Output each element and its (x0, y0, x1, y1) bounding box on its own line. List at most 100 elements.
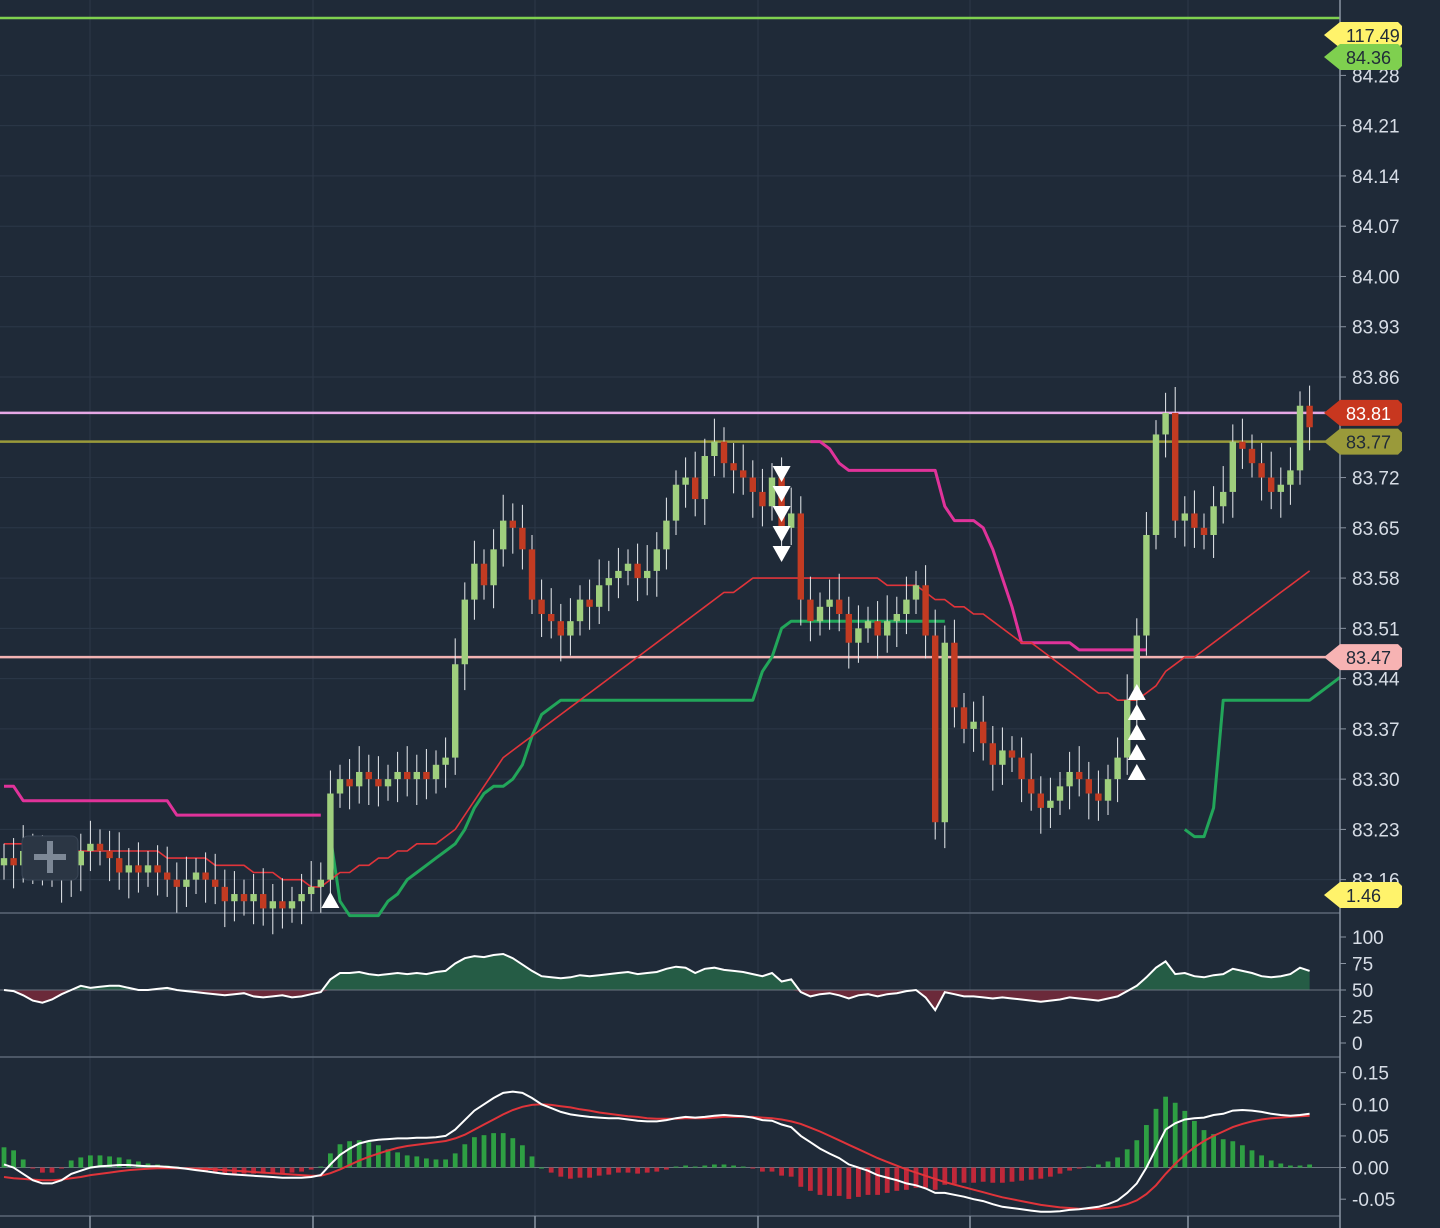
candle-up (442, 757, 449, 765)
price-tag-label: 83.81 (1346, 404, 1391, 424)
macd-hist-up (1288, 1165, 1293, 1168)
macd-hist-up (712, 1164, 717, 1168)
candle-up (701, 456, 708, 500)
price-tag (1324, 22, 1402, 48)
price-tick-label: 83.72 (1352, 469, 1400, 490)
macd-hist-up (1182, 1110, 1188, 1168)
macd-hist-up (702, 1165, 708, 1168)
candle-up (1114, 757, 1121, 780)
macd-hist-down (769, 1167, 775, 1172)
macd-hist-down (846, 1167, 852, 1199)
candle-down (1037, 793, 1044, 808)
macd-hist-up (500, 1133, 506, 1168)
candle-down (634, 563, 641, 579)
macd-panel (0, 1090, 1340, 1213)
add-button[interactable] (21, 835, 79, 881)
macd-hist-up (1144, 1125, 1149, 1168)
candle-down (423, 771, 430, 780)
macd-hist-down (808, 1167, 813, 1191)
macd-hist-up (673, 1166, 679, 1168)
candle-up (1162, 412, 1169, 435)
macd-hist-down (952, 1167, 957, 1184)
macd-hist-up (1240, 1145, 1245, 1168)
candle-down (346, 779, 353, 787)
macd-hist-down (1067, 1167, 1072, 1171)
macd-hist-down (625, 1167, 631, 1173)
candle-up (1152, 434, 1160, 535)
candle-down (1018, 757, 1025, 780)
macd-hist-down (779, 1167, 784, 1176)
macd-hist-up (1211, 1134, 1216, 1168)
candle-down (202, 872, 209, 880)
price-tag (1324, 644, 1402, 671)
macd-hist-down (827, 1167, 832, 1196)
macd-hist-up (318, 1166, 324, 1168)
macd-hist-down (904, 1167, 909, 1190)
price-tick-label: 84.21 (1352, 117, 1400, 138)
macd-hist-down (760, 1167, 765, 1172)
price-tick-label: 83.37 (1352, 720, 1400, 741)
candle-up (452, 664, 459, 758)
candle-down (509, 520, 516, 528)
buy-signal-arrow (1127, 764, 1146, 780)
candle-up (471, 563, 478, 600)
sell-signal-arrow (772, 526, 791, 542)
macd-hist-up (1134, 1140, 1140, 1168)
macd-hist-up (452, 1153, 458, 1168)
macd-hist-down (49, 1167, 55, 1173)
macd-hist-up (136, 1161, 141, 1168)
macd-hist-up (20, 1159, 26, 1168)
candle-up (317, 879, 324, 887)
price-axis[interactable]: 84.28 84.21 84.14 84.07 84.00 83.93 83.86 83.72… (1339, 0, 1440, 1228)
candle-down (960, 707, 968, 729)
macd-hist-down (923, 1167, 928, 1188)
macd-hist-down (654, 1167, 660, 1172)
macd-hist-down (280, 1167, 285, 1174)
macd-tick-label: 0.05 (1352, 1127, 1389, 1148)
candle-down (375, 779, 382, 787)
rsi-tick-label: 25 (1352, 1008, 1373, 1029)
macd-hist-up (472, 1137, 477, 1168)
macd-hist-up (731, 1165, 736, 1168)
macd-hist-up (1124, 1149, 1130, 1168)
candle-up (711, 441, 718, 456)
macd-hist-up (721, 1164, 727, 1168)
candle-down (365, 771, 372, 780)
macd-hist-down (1057, 1167, 1063, 1174)
macd-hist-up (1249, 1150, 1255, 1168)
price-tag-label: 84.36 (1346, 48, 1391, 68)
macd-hist-up (395, 1152, 400, 1168)
price-tick-label: 83.51 (1352, 619, 1400, 640)
candle-down (1306, 405, 1313, 428)
grid (0, 0, 1340, 1228)
price-tag (1324, 44, 1402, 70)
candle-down (1258, 463, 1265, 478)
macd-hist-down (664, 1167, 669, 1170)
candle-down (1191, 513, 1198, 528)
rsi-line (3, 952, 1310, 1012)
macd-hist-up (529, 1156, 535, 1168)
candle-down (586, 599, 593, 607)
candle-down (1268, 477, 1275, 492)
candle-up (893, 613, 900, 622)
candle-up (682, 477, 689, 485)
macd-hist-up (1105, 1161, 1111, 1168)
macd-hist-down (1019, 1167, 1024, 1181)
axis-background (1340, 0, 1440, 1228)
macd-hist-down (644, 1167, 650, 1173)
price-tag (1324, 399, 1402, 426)
macd-hist-up (1307, 1164, 1312, 1168)
candle-up (855, 628, 862, 643)
candle-up (192, 872, 200, 880)
price-tick-label: 84.00 (1352, 267, 1400, 288)
macd-hist-up (1220, 1139, 1226, 1168)
candle-down (845, 613, 852, 643)
signal-markers (321, 466, 1146, 908)
candle-up (336, 779, 344, 794)
candle-up (644, 570, 651, 579)
sell-signal-arrow (772, 486, 791, 502)
candle-down (260, 894, 267, 909)
candle-up (653, 549, 660, 571)
